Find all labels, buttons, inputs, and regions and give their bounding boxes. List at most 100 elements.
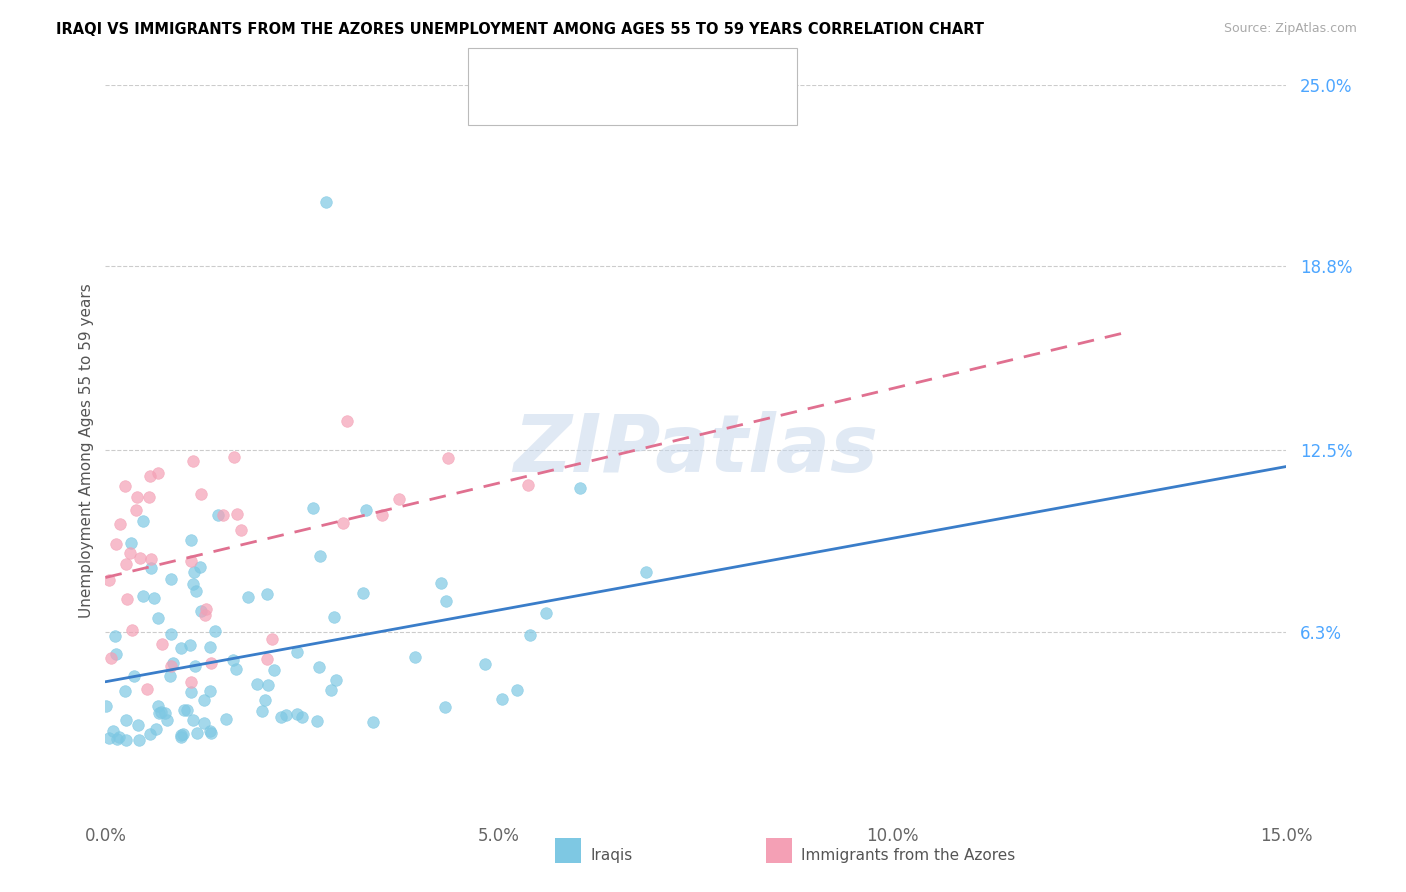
Text: R =: R =	[530, 62, 567, 79]
Text: Source: ZipAtlas.com: Source: ZipAtlas.com	[1223, 22, 1357, 36]
Point	[190, 487, 212, 501]
Point	[352, 586, 374, 600]
Point	[180, 554, 202, 568]
Point	[319, 682, 342, 697]
Point	[138, 490, 160, 504]
Point	[388, 491, 411, 506]
Point	[114, 557, 136, 571]
Point	[114, 478, 136, 492]
Point	[184, 583, 207, 598]
Point	[291, 710, 314, 724]
Point	[103, 723, 125, 738]
Point	[156, 714, 179, 728]
Point	[325, 673, 347, 688]
Point	[146, 611, 169, 625]
Point	[146, 467, 169, 481]
Point	[569, 481, 592, 495]
Point	[193, 692, 215, 706]
Point	[105, 647, 128, 661]
Point	[176, 703, 198, 717]
Point	[212, 508, 235, 522]
Point	[159, 669, 181, 683]
Point	[181, 713, 204, 727]
Point	[127, 490, 149, 504]
Point	[322, 609, 344, 624]
FancyBboxPatch shape	[484, 89, 515, 114]
Point	[274, 707, 297, 722]
Point	[170, 730, 193, 744]
Point	[183, 565, 205, 579]
Text: IRAQI VS IMMIGRANTS FROM THE AZORES UNEMPLOYMENT AMONG AGES 55 TO 59 YEARS CORRE: IRAQI VS IMMIGRANTS FROM THE AZORES UNEM…	[56, 22, 984, 37]
Point	[120, 546, 142, 560]
Text: N =: N =	[638, 62, 676, 79]
Point	[226, 507, 249, 521]
Point	[263, 663, 285, 677]
Point	[105, 731, 128, 746]
Text: ZIPatlas: ZIPatlas	[513, 411, 879, 490]
Point	[193, 715, 215, 730]
Point	[315, 194, 337, 209]
Point	[114, 684, 136, 698]
Point	[180, 674, 202, 689]
Point	[222, 653, 245, 667]
Point	[519, 628, 541, 642]
Point	[361, 715, 384, 730]
Text: 0.133: 0.133	[568, 62, 616, 79]
Point	[120, 536, 142, 550]
Point	[150, 637, 173, 651]
Point	[148, 706, 170, 720]
Point	[105, 537, 128, 551]
Point	[536, 606, 558, 620]
Point	[207, 508, 229, 523]
Point	[491, 692, 513, 706]
Point	[332, 516, 354, 531]
Text: Immigrants from the Azores: Immigrants from the Azores	[801, 848, 1015, 863]
Point	[285, 707, 308, 722]
Point	[287, 645, 309, 659]
Point	[180, 533, 202, 548]
Point	[186, 726, 208, 740]
Point	[94, 699, 117, 714]
Point	[190, 604, 212, 618]
Point	[200, 656, 222, 670]
Point	[517, 478, 540, 492]
Point	[200, 726, 222, 740]
Text: Iraqis: Iraqis	[591, 848, 633, 863]
Point	[139, 469, 162, 483]
Point	[194, 608, 217, 623]
Point	[114, 713, 136, 727]
Point	[336, 414, 359, 428]
Point	[121, 623, 143, 637]
Point	[256, 587, 278, 601]
Point	[200, 640, 222, 654]
Point	[100, 651, 122, 665]
Point	[127, 718, 149, 732]
Point	[236, 591, 259, 605]
Point	[215, 712, 238, 726]
Point	[257, 678, 280, 692]
Point	[139, 551, 162, 566]
Point	[128, 733, 150, 747]
Point	[356, 502, 378, 516]
Text: R =: R =	[530, 92, 567, 110]
Point	[115, 732, 138, 747]
Point	[170, 640, 193, 655]
Point	[636, 566, 658, 580]
Point	[179, 638, 201, 652]
Point	[150, 706, 173, 720]
Point	[309, 549, 332, 564]
Point	[224, 450, 246, 465]
Point	[430, 576, 453, 591]
Point	[184, 659, 207, 673]
Point	[434, 593, 457, 607]
Point	[253, 693, 276, 707]
FancyBboxPatch shape	[484, 58, 515, 83]
Point	[170, 728, 193, 742]
Point	[370, 508, 392, 522]
Point	[229, 523, 252, 537]
Point	[98, 573, 121, 587]
Point	[146, 699, 169, 714]
Point	[142, 591, 165, 606]
Point	[160, 627, 183, 641]
Point	[131, 589, 153, 603]
